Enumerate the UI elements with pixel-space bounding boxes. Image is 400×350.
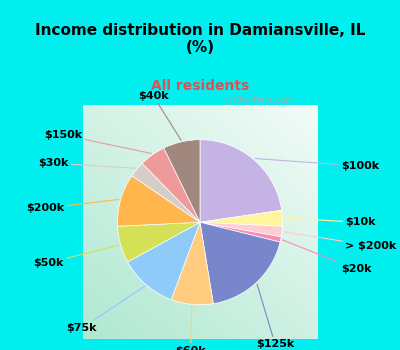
Text: $20k: $20k: [282, 240, 371, 274]
Text: Income distribution in Damiansville, IL
(%): Income distribution in Damiansville, IL …: [35, 23, 365, 56]
Text: $30k: $30k: [38, 158, 136, 168]
Wedge shape: [171, 222, 213, 305]
Wedge shape: [118, 176, 200, 226]
Text: $200k: $200k: [26, 199, 119, 213]
Text: > $200k: > $200k: [284, 232, 397, 251]
Text: $125k: $125k: [256, 284, 294, 349]
Wedge shape: [200, 222, 282, 237]
Wedge shape: [200, 222, 280, 304]
Text: All residents: All residents: [151, 79, 249, 93]
Text: $60k: $60k: [175, 306, 206, 350]
Wedge shape: [128, 222, 200, 300]
Wedge shape: [164, 140, 200, 222]
Text: $50k: $50k: [34, 245, 119, 268]
Text: $150k: $150k: [45, 130, 151, 154]
Text: $10k: $10k: [284, 217, 376, 227]
Wedge shape: [142, 148, 200, 222]
Text: $40k: $40k: [138, 91, 181, 140]
Text: $75k: $75k: [66, 286, 145, 333]
Wedge shape: [200, 140, 282, 222]
Wedge shape: [200, 210, 282, 226]
Wedge shape: [132, 163, 200, 222]
Text: $100k: $100k: [255, 159, 379, 171]
Wedge shape: [200, 222, 281, 242]
Wedge shape: [118, 222, 200, 262]
Text: ⓘ City-Data.com: ⓘ City-Data.com: [226, 96, 294, 105]
